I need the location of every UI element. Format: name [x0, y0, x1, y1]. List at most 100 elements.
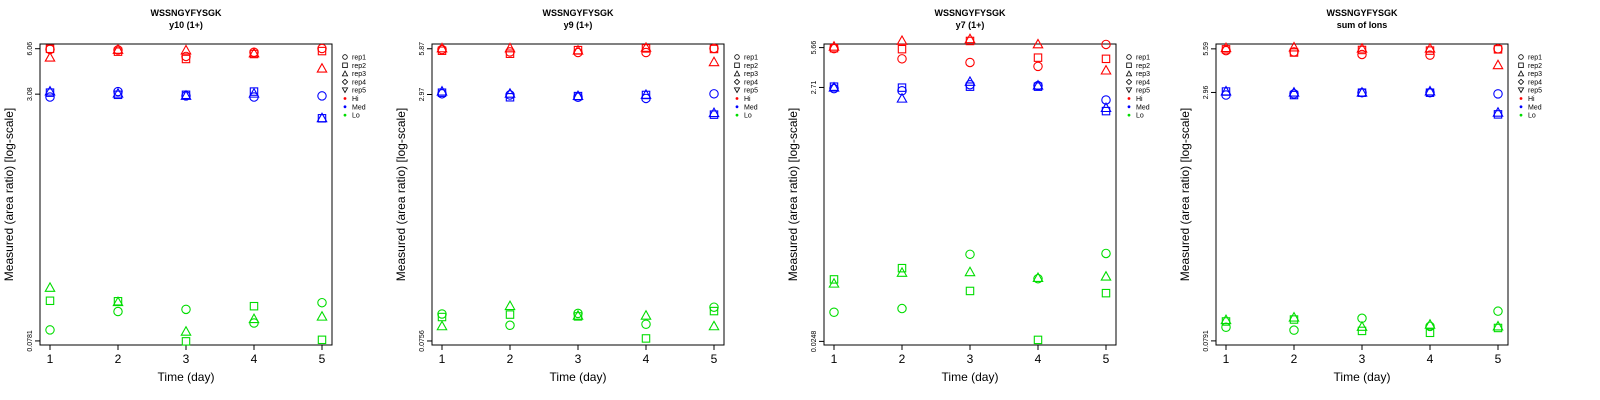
legend-label: rep3	[1136, 71, 1150, 78]
legend-label: Med	[744, 104, 758, 111]
data-point-med-rep3	[504, 87, 516, 98]
data-point-lo-rep2	[1101, 288, 1111, 298]
legend-label: rep2	[744, 63, 758, 70]
data-point-lo-rep1	[641, 319, 651, 329]
data-point-lo-rep3	[316, 310, 328, 321]
legend-marker-rep4	[733, 78, 741, 86]
legend-marker-rep1	[734, 54, 740, 60]
data-point-lo-rep3	[640, 309, 652, 320]
legend-marker-rep5	[1517, 87, 1525, 94]
legend-marker-lo	[1127, 113, 1131, 117]
y-tick-label: 0.0248	[811, 331, 818, 353]
data-point-lo-rep1	[317, 297, 327, 308]
y-tick-label: 5.87	[419, 42, 426, 56]
legend-marker-rep3	[1125, 70, 1133, 77]
y-tick-label: 0.0756	[419, 330, 426, 352]
data-point-lo-rep3	[504, 300, 516, 311]
data-point-lo-rep1	[505, 320, 515, 331]
data-point-lo-rep3	[1220, 314, 1232, 325]
data-point-hi-rep2	[897, 44, 907, 54]
data-point-hi-rep3	[436, 42, 448, 53]
data-point-lo-rep2	[181, 337, 191, 346]
data-point-lo-rep3	[896, 266, 908, 277]
data-point-lo-rep2	[897, 263, 907, 273]
x-tick-label: 1	[831, 352, 838, 366]
data-point-hi-rep1	[1033, 61, 1043, 72]
data-point-lo-rep3	[112, 296, 124, 307]
data-point-hi-rep1	[1357, 49, 1367, 60]
data-point-med-rep3	[1100, 101, 1112, 113]
x-tick-label: 5	[1103, 352, 1110, 366]
x-tick-label: 1	[47, 352, 54, 366]
data-point-med-rep3	[708, 107, 720, 118]
data-point-lo-rep3	[1100, 270, 1112, 281]
data-point-med-rep2	[965, 82, 975, 91]
data-point-lo-rep2	[1425, 328, 1435, 338]
x-tick-label: 3	[575, 352, 582, 366]
data-point-lo-rep3	[572, 309, 584, 320]
data-point-lo-rep2	[45, 296, 55, 306]
legend-marker-rep3	[1517, 70, 1525, 77]
y-tick-label: 5.66	[811, 41, 818, 55]
legend-label: Med	[1136, 104, 1150, 111]
plot-frame	[39, 43, 333, 346]
data-point-hi-rep2	[1289, 48, 1299, 57]
y-tick-label: 0.0791	[1203, 330, 1210, 352]
legend-marker-rep2	[342, 62, 348, 68]
x-tick-label: 5	[319, 352, 326, 366]
data-point-lo-rep3	[436, 320, 448, 331]
data-point-med-rep3	[1032, 79, 1044, 90]
y-tick-label: 2.96	[1203, 86, 1210, 100]
data-point-med-rep3	[248, 87, 260, 98]
legend-marker-hi	[1127, 97, 1131, 100]
data-point-lo-rep1	[45, 325, 55, 335]
x-tick-label: 2	[1291, 352, 1298, 366]
x-tick-label: 1	[1223, 352, 1230, 366]
legend-label: Med	[352, 104, 366, 111]
legend-marker-lo	[1519, 113, 1523, 117]
legend-marker-rep4	[1517, 78, 1525, 86]
y-tick-label: 2.97	[419, 88, 426, 102]
data-point-lo-rep2	[249, 301, 259, 311]
data-point-med-rep1	[709, 89, 719, 99]
legend-label: rep4	[352, 79, 366, 86]
y-tick-label: 0.0781	[27, 330, 34, 352]
data-point-hi-rep3	[572, 44, 584, 55]
data-point-hi-rep1	[573, 47, 583, 58]
x-axis-label: Time (day)	[550, 370, 607, 384]
data-point-med-rep3	[316, 112, 328, 123]
legend-label: rep4	[1136, 79, 1150, 86]
legend-marker-rep4	[341, 78, 349, 86]
data-point-hi-rep2	[181, 54, 191, 64]
chart-title: WSSNGYFYSGK	[1326, 8, 1398, 18]
data-point-hi-rep3	[708, 56, 720, 67]
data-point-lo-rep2	[317, 335, 327, 345]
chart-subtitle: y10 (1+)	[169, 20, 203, 30]
x-tick-label: 2	[507, 352, 514, 366]
data-point-lo-rep3	[1288, 311, 1300, 322]
legend-label: rep3	[1528, 71, 1542, 78]
legend-marker-med	[735, 105, 739, 109]
data-point-med-rep3	[436, 85, 448, 96]
data-point-lo-rep3	[828, 277, 840, 288]
data-point-hi-rep3	[112, 43, 124, 54]
data-point-hi-rep3	[248, 47, 260, 58]
legend-marker-lo	[735, 113, 739, 117]
data-point-lo-rep1	[965, 249, 975, 260]
legend-label: Hi	[352, 96, 359, 103]
legend-marker-rep1	[1518, 54, 1524, 60]
data-point-lo-rep3	[1356, 320, 1368, 331]
legend-marker-hi	[343, 97, 347, 100]
data-point-lo-rep2	[1357, 326, 1367, 336]
legend-marker-rep2	[1126, 62, 1132, 68]
data-point-lo-rep3	[708, 320, 720, 331]
x-tick-label: 3	[967, 352, 974, 366]
legend-marker-med	[1519, 105, 1523, 109]
chart-panel-2: WSSNGYFYSGK y9 (1+) 0.0756 2.97 5.87 1 2 3 4 5 Tim…	[394, 8, 758, 384]
chart-panel-4: WSSNGYFYSGK sum of Ions 0.0791 2.96 5.59 1 2 3 4…	[1178, 8, 1542, 384]
legend-label: rep5	[744, 88, 758, 95]
data-point-lo-rep3	[44, 281, 56, 292]
data-point-med-rep2	[897, 83, 907, 92]
